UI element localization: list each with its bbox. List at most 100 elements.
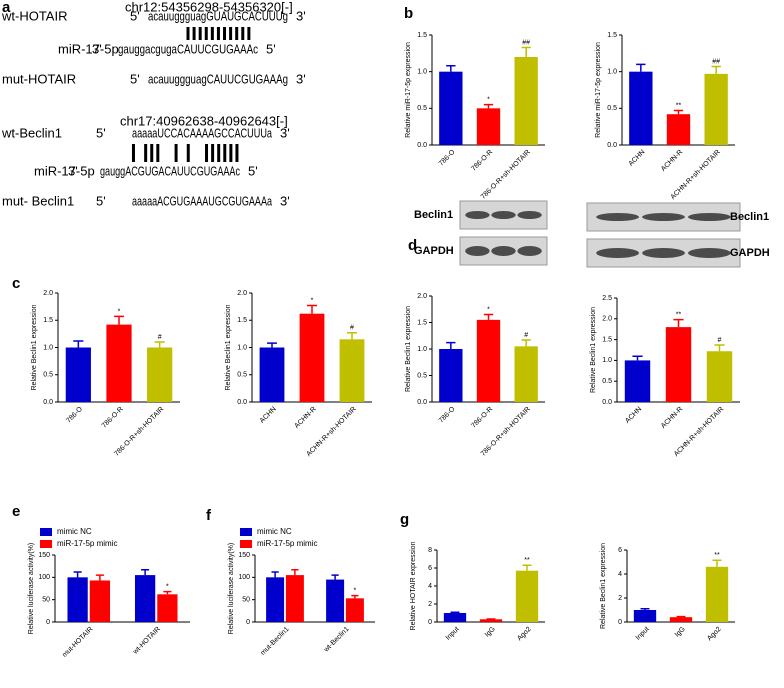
y-tick-label: 0.5: [237, 372, 247, 379]
x-tick-label: 786-O: [438, 405, 457, 424]
panel-label: e: [12, 503, 20, 520]
sequence-end: 5': [248, 163, 258, 178]
panel-label: g: [400, 511, 409, 528]
legend-label: mimic NC: [57, 527, 92, 536]
bar: [707, 351, 732, 402]
bar: [706, 567, 728, 622]
pairing-bar: [144, 144, 147, 162]
significance-mark: #: [524, 332, 528, 339]
y-tick-label: 0.0: [237, 399, 247, 406]
x-tick-label: Input: [635, 626, 651, 642]
significance-mark: **: [676, 311, 682, 318]
pairing-bar: [247, 27, 250, 40]
significance-mark: *: [354, 587, 357, 594]
y-tick-label: 150: [38, 552, 50, 559]
error-bar: [155, 342, 165, 347]
y-tick-label: 0.5: [417, 105, 427, 112]
sequence: acauuggguagGUAUGCACUUUg: [148, 8, 288, 23]
error-bar: [484, 315, 493, 320]
blot-band: [517, 211, 541, 219]
blot-band: [596, 248, 639, 258]
sequence-end: 5': [96, 193, 106, 208]
error-bar: [641, 609, 650, 610]
pairing-bar: [175, 144, 178, 162]
error-bar: [332, 575, 339, 579]
pairing-bar: [229, 144, 232, 162]
bar: [625, 360, 650, 402]
error-bar: [636, 64, 645, 71]
y-tick-label: 1.0: [602, 357, 612, 364]
x-tick-label: IgG: [484, 626, 497, 639]
y-tick-label: 0.0: [417, 142, 427, 149]
significance-mark: #: [158, 334, 162, 341]
bar: [135, 575, 155, 622]
pairing-bar: [205, 27, 208, 40]
bar: [147, 348, 172, 403]
bar: [634, 610, 656, 622]
legend-label: miR-17-5p mimic: [257, 539, 317, 548]
x-tick-label: mut-Beclin1: [260, 626, 291, 657]
y-tick-label: 1.0: [607, 69, 617, 76]
bar: [90, 580, 110, 622]
sequence-name: wt-Beclin1: [1, 125, 62, 140]
bar: [67, 577, 87, 622]
pairing-bar: [156, 144, 159, 162]
sequence: aaaaaUCCACAAAAGCCACUUUa: [132, 125, 273, 140]
pairing-bar: [211, 27, 214, 40]
y-axis-label: Relative miR-17-5p expression: [405, 42, 412, 138]
pairing-bar: [205, 144, 208, 162]
error-bar: [74, 572, 82, 577]
blot-band: [491, 211, 515, 219]
y-tick-label: 1.0: [237, 344, 247, 351]
x-tick-label: Ago2: [706, 626, 723, 643]
y-tick-label: 0.5: [43, 372, 53, 379]
x-tick-label: 786-O-R: [470, 406, 494, 430]
y-tick-label: 2: [618, 595, 622, 602]
significance-mark: *: [166, 583, 169, 590]
y-axis-label: Relative Beclin1 expression: [405, 306, 412, 392]
error-bar: [484, 105, 493, 109]
y-tick-label: 0.5: [607, 105, 617, 112]
y-tick-label: 6: [618, 547, 622, 554]
legend-swatch: [240, 528, 252, 536]
y-tick-label: 150: [238, 552, 250, 559]
error-bar: [521, 47, 530, 57]
y-tick-label: 0: [246, 619, 250, 626]
significance-mark: **: [676, 102, 682, 109]
bar: [106, 325, 131, 402]
legend-label: mimic NC: [257, 527, 292, 536]
sequence: gauggacgugaCAUUCGUGAAAc: [118, 41, 258, 56]
y-tick-label: 2.0: [237, 290, 247, 297]
y-axis-label: Relative Beclin1 expression: [590, 307, 597, 393]
error-bar: [521, 340, 530, 346]
bar: [346, 598, 364, 622]
y-axis-label: Relative HOTAIR expression: [410, 541, 417, 630]
blot-label: GAPDH: [730, 247, 770, 259]
y-tick-label: 0.5: [602, 378, 612, 385]
y-tick-label: 1.0: [417, 346, 427, 353]
y-tick-label: 0.5: [417, 372, 427, 379]
error-bar: [351, 596, 358, 599]
y-tick-label: 0.0: [417, 399, 427, 406]
y-tick-label: 8: [428, 547, 432, 554]
significance-mark: #: [350, 325, 354, 332]
pairing-bar: [132, 144, 135, 162]
bar: [514, 346, 537, 402]
blot-band: [642, 248, 685, 258]
pairing-bar: [150, 144, 153, 162]
y-tick-label: 0.0: [607, 142, 617, 149]
pairing-bar: [235, 144, 238, 162]
significance-mark: **: [524, 557, 530, 564]
significance-mark: *: [487, 97, 490, 104]
blot-band: [642, 213, 685, 221]
error-bar: [711, 67, 720, 74]
significance-mark: #: [718, 337, 722, 344]
error-bar: [267, 343, 277, 347]
y-tick-label: 2.0: [43, 290, 53, 297]
y-tick-label: 1.5: [237, 317, 247, 324]
bar: [66, 348, 91, 403]
blot-band: [596, 213, 639, 221]
x-tick-label: 786-O-R: [470, 149, 494, 173]
blot-label: Beclin1: [414, 209, 453, 221]
